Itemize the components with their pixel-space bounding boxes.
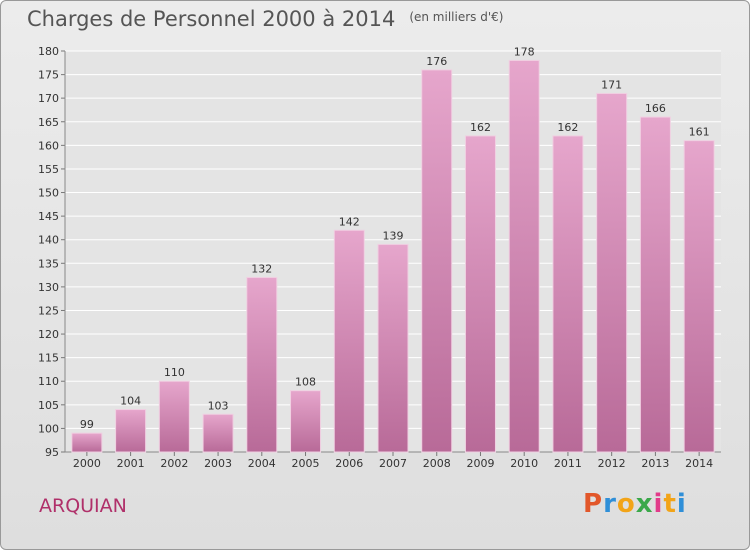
logo-letter: i [653,489,664,519]
bar [71,432,103,453]
bar [290,390,322,453]
x-tick-label: 2004 [248,457,276,470]
y-tick-label: 95 [45,446,59,459]
data-label: 161 [689,126,710,139]
y-tick-label: 105 [38,399,59,412]
x-tick-label: 2010 [510,457,538,470]
data-label: 178 [514,45,535,58]
town-name: ARQUIAN [39,495,127,517]
y-tick-label: 175 [38,69,59,82]
data-label: 142 [339,215,360,228]
data-label: 171 [601,78,622,91]
y-tick-label: 160 [38,139,59,152]
bar [377,243,409,453]
data-label: 139 [383,229,404,242]
bar [202,413,234,453]
bar [333,229,365,453]
y-tick-label: 135 [38,257,59,270]
y-tick-label: 115 [38,352,59,365]
y-tick-label: 155 [38,163,59,176]
logo-letter: i [676,489,687,519]
logo-letter: x [635,489,654,519]
bar [683,140,715,453]
x-tick-label: 2006 [335,457,363,470]
bar [421,69,453,453]
logo-letter: t [663,489,677,519]
bar [639,116,671,453]
bar [596,92,628,453]
y-tick-label: 170 [38,92,59,105]
y-tick-label: 140 [38,234,59,247]
x-tick-label: 2000 [73,457,101,470]
x-tick-label: 2013 [641,457,669,470]
y-tick-label: 145 [38,210,59,223]
title-text: Charges de Personnel 2000 à 2014 [27,7,396,31]
data-label: 104 [120,395,141,408]
data-label: 110 [164,366,185,379]
y-tick-label: 125 [38,304,59,317]
y-tick-label: 130 [38,281,59,294]
x-tick-label: 2009 [466,457,494,470]
x-tick-label: 2002 [160,457,188,470]
bar [115,409,147,453]
bar [464,135,496,453]
logo-letter: r [603,489,617,519]
bar [246,276,278,453]
y-tick-label: 120 [38,328,59,341]
data-label: 108 [295,376,316,389]
data-label: 162 [470,121,491,134]
x-tick-label: 2003 [204,457,232,470]
bar [158,380,190,453]
bar [508,59,540,453]
x-tick-label: 2007 [379,457,407,470]
title-unit: (en milliers d'€) [409,10,504,24]
data-label: 162 [557,121,578,134]
x-tick-label: 2012 [598,457,626,470]
y-tick-label: 165 [38,116,59,129]
logo-letter: P [583,489,604,519]
y-tick-label: 150 [38,187,59,200]
x-tick-label: 2011 [554,457,582,470]
logo-letter: o [616,489,636,519]
data-label: 99 [80,418,94,431]
y-tick-label: 100 [38,422,59,435]
data-label: 103 [208,399,229,412]
data-label: 176 [426,55,447,68]
x-tick-label: 2001 [117,457,145,470]
bar [552,135,584,453]
proxiti-logo: Proxiti [583,489,687,519]
y-tick-label: 110 [38,375,59,388]
chart-title: Charges de Personnel 2000 à 2014 (en mill… [27,7,503,31]
x-tick-label: 2008 [423,457,451,470]
data-label: 132 [251,262,272,275]
x-tick-label: 2005 [292,457,320,470]
x-tick-label: 2014 [685,457,713,470]
data-label: 166 [645,102,666,115]
y-tick-label: 180 [38,45,59,58]
